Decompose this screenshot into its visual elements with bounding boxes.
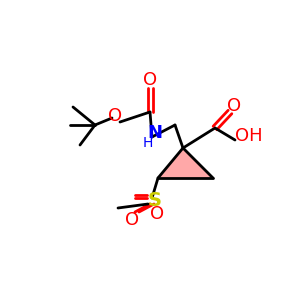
Text: O: O [227,97,241,115]
Text: N: N [148,124,163,142]
Polygon shape [158,148,213,178]
Text: O: O [150,205,164,223]
Text: O: O [108,107,122,125]
Text: O: O [125,211,139,229]
Text: S: S [148,190,162,209]
Text: O: O [143,71,157,89]
Text: H: H [143,136,153,150]
Text: OH: OH [235,127,263,145]
